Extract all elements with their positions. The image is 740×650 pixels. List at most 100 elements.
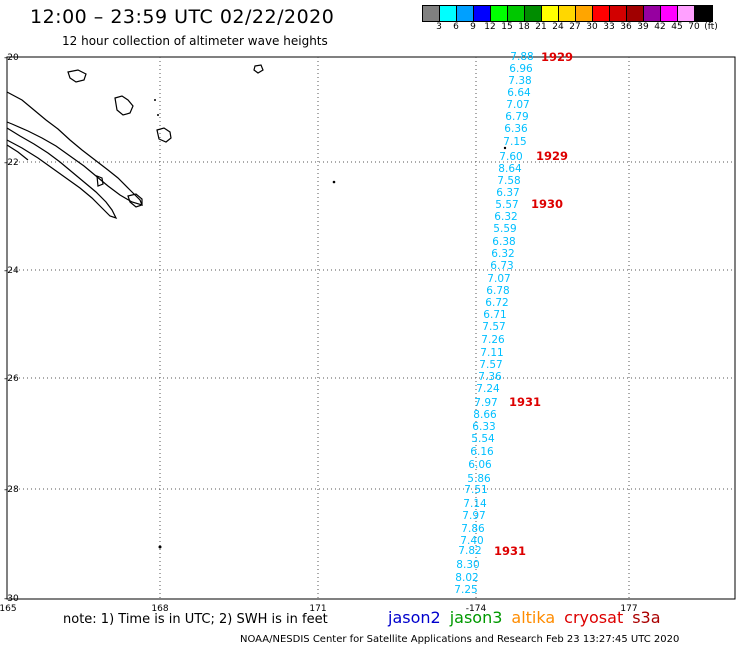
color-swatch (695, 6, 712, 21)
wave-height-value: 7.88 (510, 51, 533, 63)
color-scale-label: 9 (470, 22, 476, 32)
lat-label: -30 (4, 594, 19, 604)
color-swatch (423, 6, 440, 21)
wave-height-value: 6.37 (496, 187, 519, 199)
color-scale-label: 36 (620, 22, 632, 32)
color-scale-label: 6 (453, 22, 459, 32)
wave-height-value: 7.11 (480, 347, 503, 359)
color-swatch (542, 6, 559, 21)
wave-height-value: 7.57 (482, 321, 505, 333)
wave-height-value: 7.58 (497, 175, 520, 187)
wave-height-value: 7.07 (506, 99, 529, 111)
wave-height-value: 7.86 (461, 523, 485, 535)
wave-height-value: 7.38 (508, 75, 531, 87)
wave-height-value: 6.72 (485, 297, 508, 309)
lat-label: -26 (4, 374, 19, 384)
color-swatch (508, 6, 525, 21)
wave-height-value: 8.02 (455, 572, 478, 584)
lon-label: 177 (620, 604, 637, 614)
wave-height-value: 5.57 (495, 199, 518, 211)
satellite-name: jason3 (449, 608, 503, 627)
wave-height-value: 7.51 (464, 484, 487, 496)
measurement-labels: 7.886.967.386.647.076.796.367.15 7.608.64… (454, 51, 533, 596)
wave-height-value: 6.64 (507, 87, 531, 99)
note-text: note: 1) Time is in UTC; 2) SWH is in fe… (63, 612, 328, 627)
wave-height-value: 7.24 (476, 383, 500, 395)
wave-height-value: 7.36 (478, 371, 502, 383)
wave-height-value: 5.54 (471, 433, 495, 445)
color-scale-label: 39 (637, 22, 649, 32)
color-scale-label: 12 (484, 22, 496, 32)
satellite-legend: jason2 jason3 altika cryosat s3a (388, 608, 670, 627)
wave-height-value: 7.82 (458, 545, 481, 557)
wave-height-value: 7.60 (499, 151, 522, 163)
color-scale-label: 3 (436, 22, 442, 32)
satellite-name: s3a (632, 608, 661, 627)
pass-time-label: 1929 (536, 149, 568, 163)
wave-height-value: 7.25 (454, 584, 477, 596)
wave-height-value: 6.96 (509, 63, 533, 75)
wave-height-value: 6.38 (492, 236, 515, 248)
lat-label: -24 (4, 266, 19, 276)
wave-height-value: 6.78 (486, 285, 509, 297)
time-labels: 1929 1929 1930 1931 1931 (494, 50, 573, 558)
wave-height-value: 6.32 (491, 248, 514, 260)
color-swatch (593, 6, 610, 21)
wave-height-value: 8.66 (473, 409, 497, 421)
color-swatch (440, 6, 457, 21)
wave-height-value: 6.36 (504, 123, 528, 135)
color-scale-label: 33 (603, 22, 615, 32)
color-scale-label: 45 (671, 22, 683, 32)
color-scale-bar (422, 5, 713, 22)
color-scale-label: (ft) (704, 22, 718, 32)
satellite-name: altika (511, 608, 556, 627)
chart-title: 12:00 – 23:59 UTC 02/22/2020 (30, 6, 335, 28)
lon-label: 171 (309, 604, 326, 614)
color-scale-label: 27 (569, 22, 581, 32)
wave-height-value: 7.97 (462, 510, 485, 522)
wave-height-value: 6.33 (472, 421, 495, 433)
credit-footer: NOAA/NESDIS Center for Satellite Applica… (240, 634, 680, 645)
color-swatch (474, 6, 491, 21)
wave-height-value: 7.15 (503, 136, 526, 148)
pass-time-label: 1931 (509, 395, 541, 409)
wave-height-value: 7.57 (479, 359, 502, 371)
color-scale-label: 30 (586, 22, 598, 32)
wave-height-value: 6.32 (494, 211, 517, 223)
color-scale-label: 42 (654, 22, 666, 32)
color-swatch (610, 6, 627, 21)
wave-height-value: 6.73 (490, 260, 513, 272)
color-swatch (559, 6, 576, 21)
wave-height-value: 6.79 (505, 111, 528, 123)
color-swatch (457, 6, 474, 21)
color-swatch (576, 6, 593, 21)
satellite-name: cryosat (564, 608, 624, 627)
pass-time-label: 1929 (541, 50, 573, 64)
chart-subtitle: 12 hour collection of altimeter wave hei… (62, 34, 328, 48)
coastline (6, 64, 264, 220)
satellite-name: jason2 (388, 608, 441, 627)
lon-label: 168 (151, 604, 168, 614)
wave-height-value: 7.26 (481, 334, 505, 346)
color-scale-label: 70 (688, 22, 700, 32)
wave-height-value: 8.30 (456, 559, 479, 571)
lat-label: -22 (4, 158, 19, 168)
wave-height-value: 7.97 (474, 397, 497, 409)
color-scale-label: 18 (518, 22, 530, 32)
lat-label: -28 (4, 485, 19, 495)
color-swatch (627, 6, 644, 21)
color-swatch (525, 6, 542, 21)
color-scale-label: 15 (501, 22, 513, 32)
color-swatch (678, 6, 695, 21)
wave-height-value: 8.64 (498, 163, 522, 175)
wave-height-value: 5.59 (493, 223, 516, 235)
lon-label: -174 (466, 604, 487, 614)
small-islands (154, 99, 507, 549)
color-swatch (661, 6, 678, 21)
map-frame (6, 56, 736, 600)
pass-time-label: 1931 (494, 544, 526, 558)
lat-label: -20 (4, 53, 19, 63)
color-scale-label: 21 (535, 22, 547, 32)
color-swatch (644, 6, 661, 21)
